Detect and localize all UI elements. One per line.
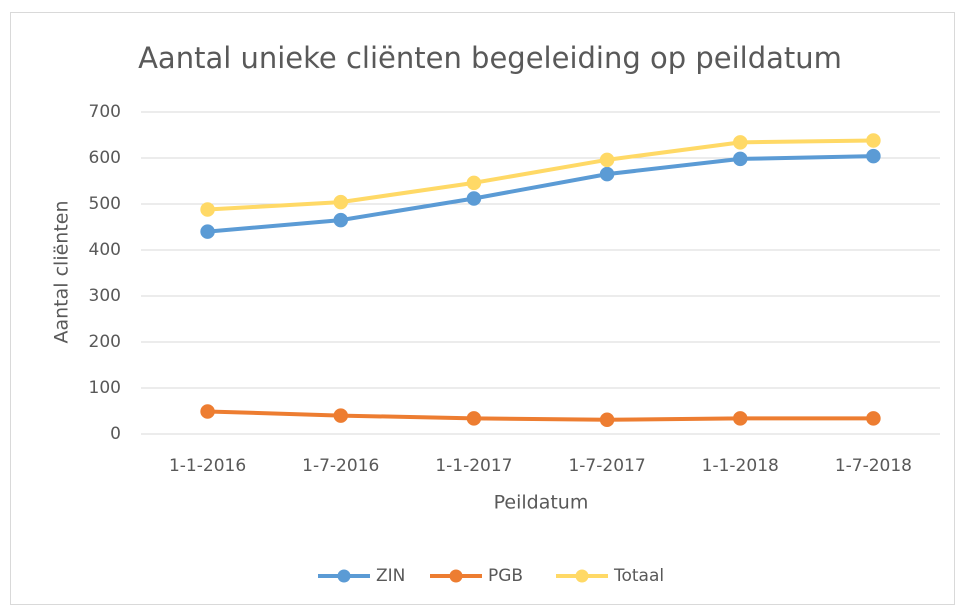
legend-label: Totaal (613, 566, 664, 586)
series-line (207, 409, 874, 422)
series-marker (333, 408, 348, 423)
legend-marker (449, 569, 463, 583)
series-marker (333, 212, 348, 228)
y-axis-label: Aantal cliënten (51, 200, 73, 343)
series-marker (466, 191, 482, 206)
y-tick-label: 100 (89, 378, 121, 398)
x-tick-label: 1-7-2017 (568, 456, 645, 476)
y-tick-label: 600 (89, 148, 121, 168)
series-marker (599, 166, 615, 182)
series-marker (466, 175, 482, 191)
series-marker (599, 152, 615, 168)
x-axis-label: Peildatum (494, 492, 589, 514)
series-marker (866, 148, 881, 164)
x-tick-label: 1-7-2018 (835, 456, 912, 476)
x-tick-label: 1-1-2018 (702, 456, 779, 476)
y-tick-label: 300 (89, 286, 121, 306)
series-marker (866, 411, 881, 426)
series-marker (733, 151, 748, 167)
x-tick-label: 1-7-2016 (302, 456, 379, 476)
chart-title: Aantal unieke cliënten begeleiding op pe… (138, 41, 842, 75)
series-marker (599, 412, 615, 427)
y-tick-label: 0 (110, 424, 121, 444)
series-marker (200, 224, 215, 239)
y-tick-label: 400 (89, 240, 121, 260)
x-tick-label: 1-1-2016 (169, 456, 246, 476)
x-tick-label: 1-1-2017 (435, 456, 512, 476)
legend-marker (337, 569, 351, 583)
legend-label: PGB (488, 566, 523, 586)
series-marker (733, 135, 748, 150)
series-marker (200, 202, 215, 217)
series-line (207, 138, 874, 212)
y-tick-label: 500 (89, 194, 121, 214)
series-line (207, 154, 874, 234)
series-marker (733, 411, 748, 426)
series-marker (466, 411, 482, 426)
series-marker (333, 194, 348, 210)
legend-marker (575, 569, 589, 583)
y-tick-label: 700 (89, 102, 121, 122)
series-marker (200, 404, 215, 419)
legend-label: ZIN (376, 566, 405, 586)
chart-frame (10, 12, 955, 605)
series-marker (866, 133, 881, 148)
y-tick-label: 200 (89, 332, 121, 352)
